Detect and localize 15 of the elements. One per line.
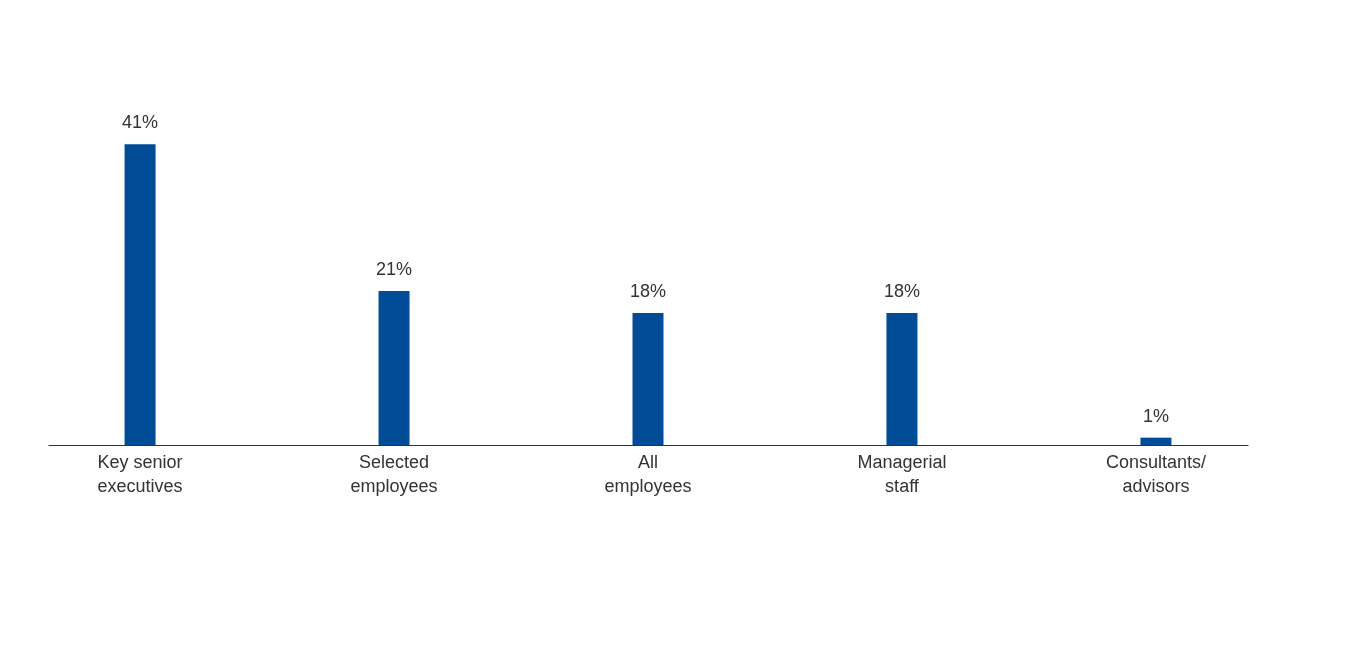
x-tick-label: Selected employees — [350, 451, 438, 496]
bar — [1140, 437, 1172, 445]
data-label: 18% — [629, 280, 667, 301]
data-label: 41% — [122, 112, 159, 133]
data-label: 18% — [883, 280, 920, 301]
data-label: 21% — [376, 258, 413, 279]
bar — [632, 312, 664, 445]
bar — [378, 290, 410, 445]
bar — [124, 144, 156, 445]
data-label: 1% — [1142, 405, 1169, 426]
x-tick-label: Managerial staff — [857, 451, 947, 496]
bar — [886, 312, 918, 445]
x-tick-label: All employees — [604, 451, 692, 496]
x-tick-label: Key senior executives — [97, 451, 183, 496]
x-tick-label: Consultants/ advisors — [1105, 451, 1206, 496]
